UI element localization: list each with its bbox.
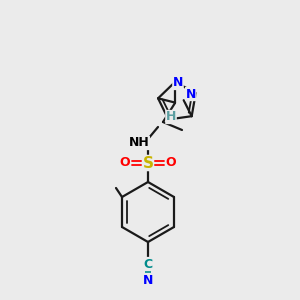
Text: N: N — [173, 76, 183, 89]
Text: O: O — [120, 157, 130, 169]
Text: C: C — [143, 257, 153, 271]
Text: N: N — [143, 274, 153, 286]
Text: N: N — [186, 88, 196, 100]
Text: O: O — [166, 157, 176, 169]
Text: H: H — [166, 110, 176, 124]
Text: S: S — [142, 155, 154, 170]
Text: NH: NH — [129, 136, 149, 149]
